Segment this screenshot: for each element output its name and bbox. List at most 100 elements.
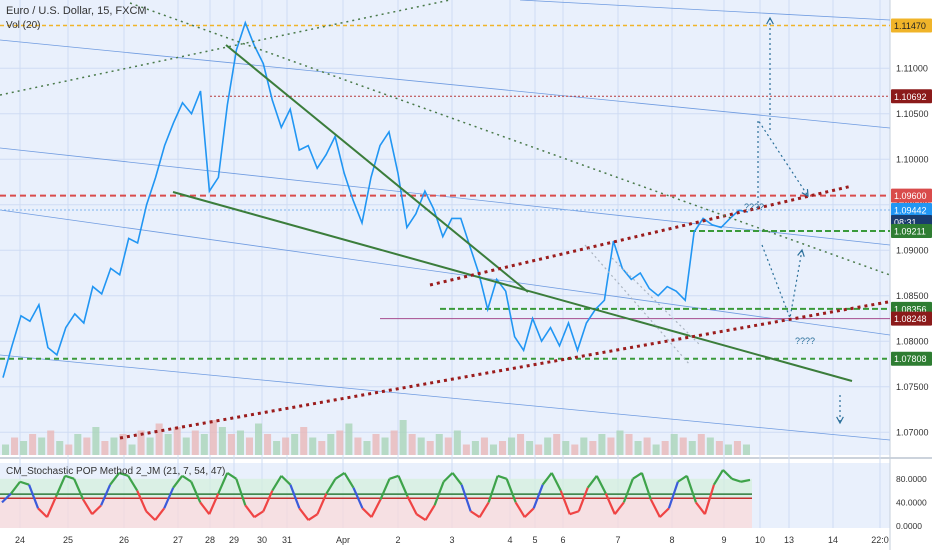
stoch-segment <box>703 484 716 515</box>
stoch-segment <box>523 507 535 518</box>
stoch-segment <box>667 481 679 509</box>
volume-bar <box>706 437 714 455</box>
volume-bar <box>580 437 588 455</box>
volume-bar <box>336 430 344 455</box>
volume-bar <box>535 444 543 455</box>
volume-bar <box>327 434 335 455</box>
volume-bar <box>56 441 64 455</box>
x-tick-label: 30 <box>257 535 267 545</box>
x-tick-label: 9 <box>721 535 726 545</box>
price-label-text: 1.08356 <box>894 304 927 314</box>
stoch-tick-label: 80.0000 <box>896 474 927 484</box>
stoch-segment <box>325 478 337 495</box>
volume-bar <box>661 441 669 455</box>
stoch-segment <box>262 490 274 512</box>
channel-line <box>519 0 891 21</box>
volume-bar <box>173 427 181 455</box>
volume-bar <box>553 434 561 455</box>
stoch-segment <box>226 471 237 480</box>
volume-bar <box>128 444 136 455</box>
stoch-segment <box>505 478 517 503</box>
volume-bar <box>571 444 579 455</box>
volume-bar <box>264 434 272 455</box>
stoch-segment <box>424 504 436 521</box>
stoch-segment <box>127 475 139 492</box>
volume-bar <box>318 441 326 455</box>
stoch-segment <box>389 474 399 480</box>
volume-bar <box>435 434 443 455</box>
volume-bar <box>65 444 73 455</box>
volume-bar <box>300 427 308 455</box>
x-tick-label: 7 <box>615 535 620 545</box>
stoch-segment <box>433 481 445 506</box>
stoch-segment <box>145 510 156 521</box>
volume-bar <box>2 444 10 455</box>
stoch-segment <box>235 478 247 506</box>
stoch-segment <box>713 469 724 486</box>
stoch-segment <box>298 507 310 521</box>
volume-bar <box>697 434 705 455</box>
volume-bar <box>372 434 380 455</box>
volume-bar <box>164 434 172 455</box>
stoch-segment <box>46 496 58 518</box>
stoch-segment <box>685 475 697 503</box>
volume-bar <box>11 437 19 455</box>
volume-bar <box>471 441 479 455</box>
channel-line <box>0 354 891 441</box>
volume-bar <box>345 423 353 455</box>
volume-bar <box>517 434 525 455</box>
volume-bar <box>146 437 154 455</box>
volume-bar <box>498 441 507 455</box>
stoch-segment <box>541 472 553 486</box>
stoch-segment <box>442 472 454 483</box>
volume-bar <box>218 427 226 455</box>
volume-bar <box>733 441 741 455</box>
stoch-segment <box>352 487 364 509</box>
stoch-segment <box>659 507 670 518</box>
stoch-segment <box>37 507 48 518</box>
stoch-segment <box>361 507 373 518</box>
price-label-box <box>891 224 932 239</box>
stoch-segment <box>217 472 229 494</box>
stoch-segment <box>497 474 508 480</box>
dotted-diagonal-up <box>0 0 451 96</box>
annotation-question-upper: ???? <box>744 202 764 212</box>
y-tick-label: 1.09000 <box>896 245 929 255</box>
volume-bar <box>255 423 263 455</box>
volume-bar <box>399 420 407 455</box>
volume-bar <box>137 430 145 455</box>
stoch-segment <box>397 475 409 497</box>
y-tick-label: 1.08500 <box>896 291 929 301</box>
volume-bar <box>191 430 199 455</box>
volume-bar <box>715 441 723 455</box>
stoch-segment <box>532 484 544 509</box>
stoch-segment <box>64 474 75 480</box>
price-label-text: 1.09211 <box>894 227 926 237</box>
price-label-text: 1.09600 <box>894 191 927 201</box>
stoch-segment <box>1 492 12 504</box>
volume-bar <box>245 437 254 455</box>
stoch-segment <box>154 507 166 521</box>
stoch-segment <box>586 475 598 489</box>
volume-bar <box>354 437 362 455</box>
volume-bar <box>83 437 91 455</box>
x-tick-label: 24 <box>15 535 25 545</box>
stoch-segment <box>640 472 652 500</box>
volume-bar <box>20 441 28 455</box>
stoch-segment <box>82 498 94 515</box>
volume-bar <box>200 434 208 455</box>
volume-bar <box>291 434 299 455</box>
x-tick-label: 5 <box>532 535 537 545</box>
price-label-box <box>891 188 932 203</box>
volume-bar <box>508 437 516 455</box>
volume-bar <box>29 434 37 455</box>
annotation-question-lower: ???? <box>795 336 815 346</box>
x-tick-label: Apr <box>336 535 350 545</box>
volume-bar <box>390 430 398 455</box>
stoch-segment <box>370 498 382 518</box>
stoch-segment <box>118 471 129 477</box>
stoch-segment <box>613 501 625 515</box>
stoch-segment <box>569 510 580 516</box>
